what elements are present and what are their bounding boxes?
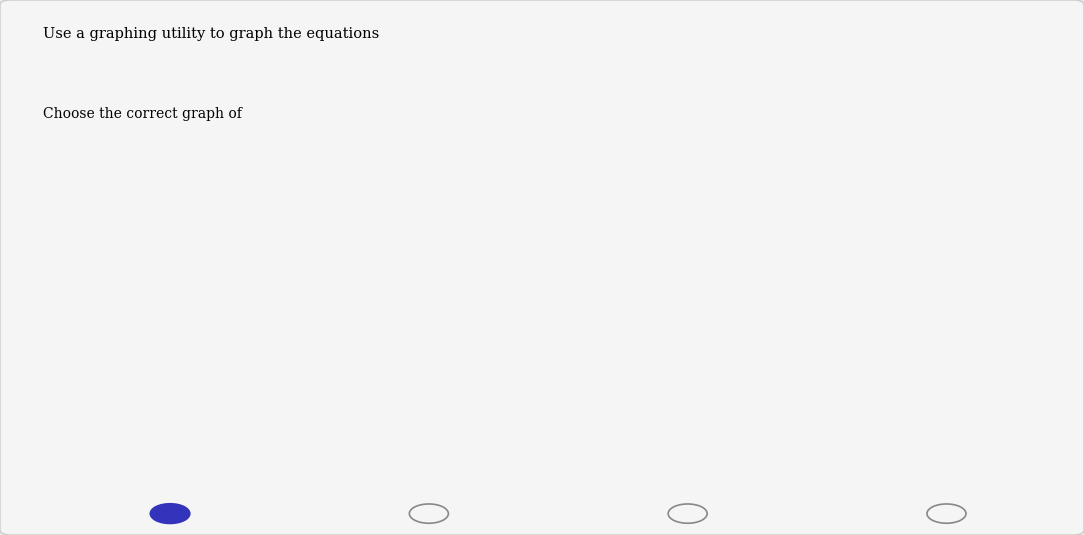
Text: y: y [692, 193, 697, 203]
Text: x: x [544, 342, 550, 353]
Text: Use a graphing utility to graph the equations: Use a graphing utility to graph the equa… [43, 27, 389, 41]
Text: x: x [1061, 342, 1067, 353]
Text: y: y [950, 193, 956, 203]
Text: x: x [285, 342, 291, 353]
Text: Choose the correct graph of: Choose the correct graph of [43, 107, 251, 121]
Text: y: y [433, 193, 438, 203]
Text: x: x [802, 342, 809, 353]
Text: y: y [173, 193, 179, 203]
